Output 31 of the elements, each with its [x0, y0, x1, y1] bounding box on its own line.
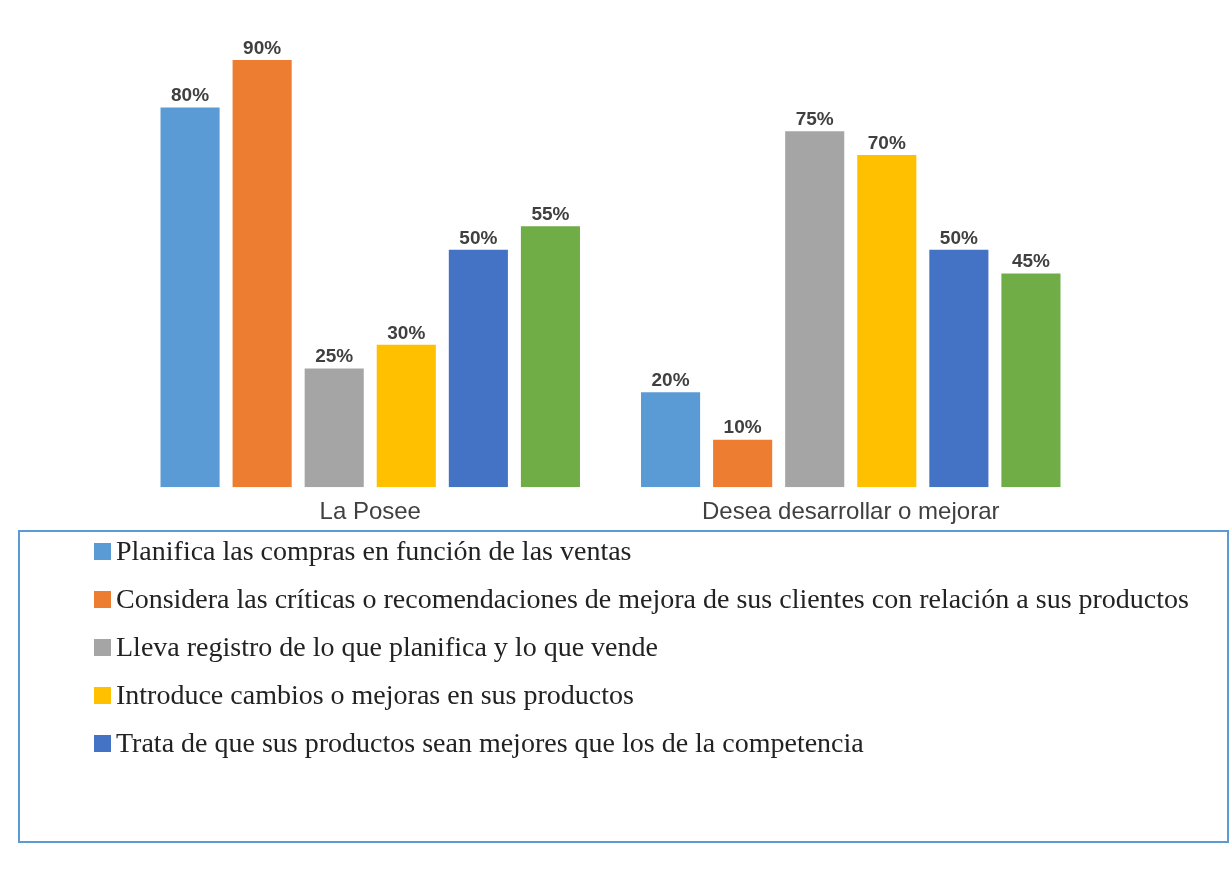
bar — [520, 226, 580, 488]
bar — [448, 249, 508, 488]
bar — [929, 249, 989, 488]
data-label: 25% — [315, 345, 354, 367]
legend-label: Lleva registro de lo que planifica y lo que vende — [116, 631, 658, 662]
legend-label: Considera las críticas o recomendaciones de mejora de sus clientes con relación a sus productos — [116, 583, 1189, 614]
bar — [713, 439, 773, 488]
bar — [641, 392, 701, 488]
legend-label: Trata de que sus productos sean mejores que los de la competencia — [116, 727, 864, 758]
data-label: 75% — [795, 107, 834, 129]
data-label: 70% — [867, 131, 906, 153]
data-label: 55% — [531, 202, 570, 224]
data-label: 10% — [723, 416, 762, 438]
data-label: 45% — [1011, 250, 1051, 272]
data-label: 30% — [387, 321, 426, 343]
bar — [376, 344, 436, 488]
bar — [785, 131, 845, 488]
x-tick-label: La Posee — [319, 497, 421, 525]
bar — [304, 368, 364, 488]
data-label: 80% — [171, 84, 210, 106]
data-label: 50% — [459, 226, 498, 248]
bar — [857, 154, 917, 488]
data-label: 20% — [651, 369, 690, 390]
bar — [1001, 273, 1061, 488]
data-label: 50% — [939, 226, 978, 248]
legend-label: Planifica las compras en función de las ventas — [116, 535, 632, 566]
bar — [232, 60, 292, 488]
x-tick-label: Desea desarrollar o mejorar — [702, 497, 1000, 525]
bar — [160, 107, 220, 488]
data-label: 90% — [243, 36, 282, 58]
legend-label: Introduce cambios o mejoras en sus productos — [116, 679, 634, 710]
